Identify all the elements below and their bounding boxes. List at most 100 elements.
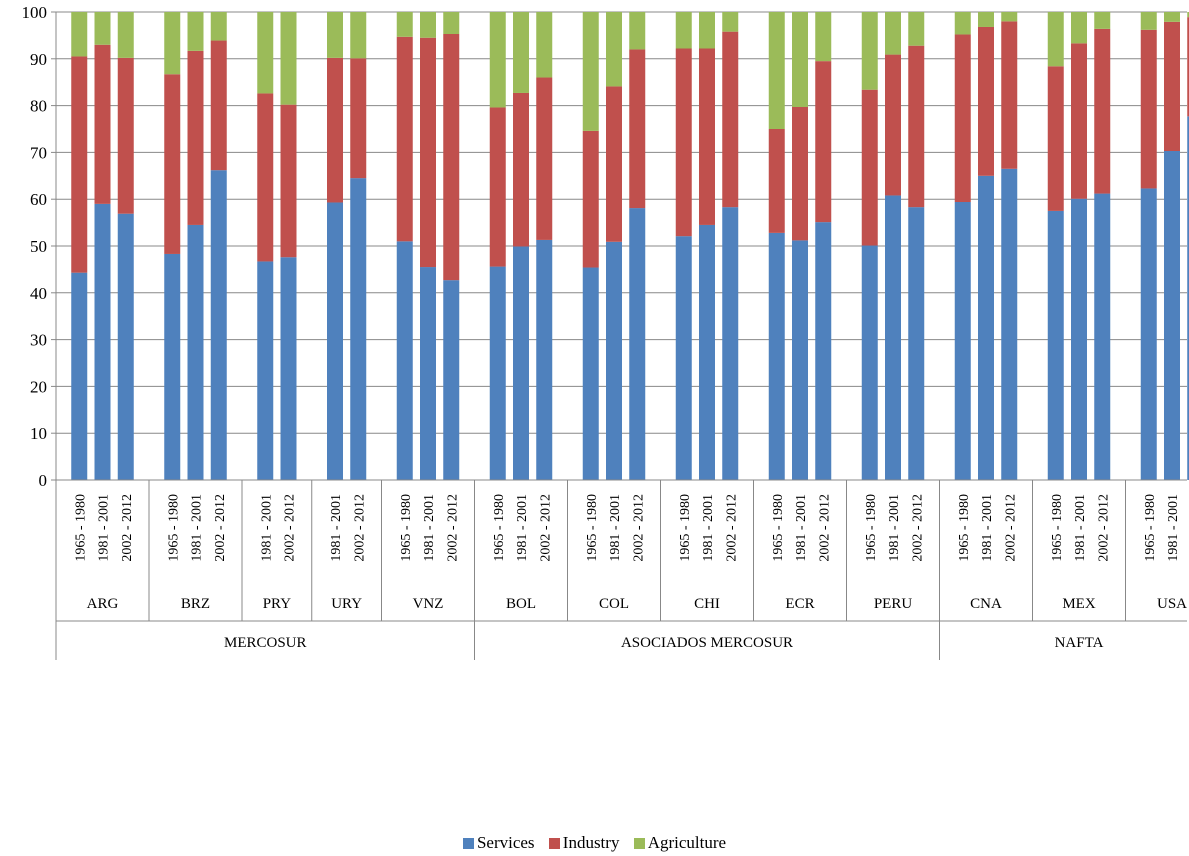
bar-pry-1981-2001-services [257,261,274,480]
bar-usa-1981-2001-agriculture [1164,12,1180,22]
bar-bol-1981-2001-agriculture [513,12,529,93]
country-label-chi: CHI [694,596,720,612]
bar-col-1965-1980-industry [582,130,599,268]
x-tick-label-pry-1981-2001: 1981 - 2001 [259,494,274,562]
bar-mex-1981-2001-agriculture [1071,12,1087,44]
y-tick-label-20: 20 [30,377,47,396]
country-label-bol: BOL [506,596,536,612]
bar-ecr-1965-1980-services [768,232,785,480]
bar-col-1965-1980-agriculture [582,12,599,131]
bar-col-2002-2012-services [629,208,646,481]
bar-chi-1965-1980-industry [675,48,692,237]
bar-vnz-1965-1980-services [396,241,413,480]
x-tick-label-chi-1981-2001: 1981 - 2001 [701,494,716,562]
bar-arg-2002-2012-agriculture [117,12,134,58]
bar-bol-1965-1980-industry [489,107,506,267]
bar-cna-2002-2012-services [1001,168,1018,480]
bar-pry-1981-2001-industry [257,93,274,262]
bar-cna-1965-1980-agriculture [954,12,971,35]
bar-peru-2002-2012-industry [908,45,925,208]
bar-ecr-1981-2001-agriculture [792,12,808,108]
bar-brz-2002-2012-services [210,170,227,480]
bar-usa-1965-1980-industry [1140,29,1157,189]
bloc-label-asociados-mercosur: ASOCIADOS MERCOSUR [621,635,793,651]
x-tick-label-vnz-1965-1980: 1965 - 1980 [399,494,414,562]
bar-pry-2002-2012-services [280,257,297,480]
x-tick-label-peru-1981-2001: 1981 - 2001 [887,494,902,562]
bar-cna-2002-2012-industry [1001,21,1018,169]
bar-arg-1965-1980-industry [71,56,88,273]
y-tick-label-90: 90 [30,50,47,69]
bar-ecr-2002-2012-services [815,222,832,480]
bar-ecr-2002-2012-agriculture [815,12,832,62]
bar-col-2002-2012-agriculture [629,12,646,50]
bar-brz-1965-1980-industry [164,74,181,254]
country-label-ecr: ECR [785,596,814,612]
bar-bol-1981-2001-industry [513,92,529,247]
y-tick-label-40: 40 [30,284,47,303]
bar-pry-1981-2001-agriculture [257,12,274,94]
country-label-vnz: VNZ [413,596,444,612]
bar-brz-1981-2001-agriculture [187,12,204,51]
legend-item-industry: Industry [548,833,619,853]
bar-vnz-1981-2001-services [420,267,436,480]
country-label-brz: BRZ [181,596,210,612]
bar-bol-2002-2012-industry [536,77,553,240]
x-tick-label-ury-2002-2012: 2002 - 2012 [352,494,367,562]
x-tick-label-vnz-2002-2012: 2002 - 2012 [445,494,460,562]
bar-vnz-2002-2012-services [443,280,460,480]
x-tick-label-vnz-1981-2001: 1981 - 2001 [422,494,437,562]
bar-peru-1981-2001-agriculture [885,12,901,55]
bar-cna-1981-2001-industry [978,26,994,176]
bar-peru-1965-1980-services [861,245,878,480]
x-axis: 1965 - 1980 1981 - 2001 2002 - 2012 ARG 1965… [55,479,1187,660]
x-tick-label-col-1965-1980: 1965 - 1980 [585,494,600,562]
bar-col-2002-2012-industry [629,49,646,209]
bar-ury-1981-2001-agriculture [327,12,343,58]
country-label-cna: CNA [970,596,1002,612]
x-tick-label-ecr-1965-1980: 1965 - 1980 [771,494,786,562]
bar-peru-2002-2012-services [908,207,925,480]
x-tick-label-brz-1981-2001: 1981 - 2001 [190,494,205,562]
bar-ecr-2002-2012-industry [815,61,832,223]
bar-bol-2002-2012-services [536,239,553,480]
y-tick-label-80: 80 [30,97,47,116]
bar-cna-1981-2001-agriculture [978,12,994,27]
bar-arg-1981-2001-industry [94,44,111,204]
bar-usa-2002-2012-industry [1187,17,1189,117]
bar-usa-1981-2001-industry [1164,21,1180,151]
bar-col-1981-2001-agriculture [606,12,622,87]
bar-mex-1965-1980-industry [1047,66,1064,211]
bar-ecr-1965-1980-agriculture [768,12,785,129]
bar-vnz-2002-2012-agriculture [443,12,460,34]
bar-brz-2002-2012-agriculture [210,12,227,41]
bar-vnz-1965-1980-agriculture [396,12,413,37]
bar-usa-1981-2001-services [1164,150,1180,480]
x-tick-label-bol-2002-2012: 2002 - 2012 [538,494,553,562]
y-tick-label-30: 30 [30,331,47,350]
x-tick-label-arg-2002-2012: 2002 - 2012 [120,494,135,562]
bar-cna-1965-1980-industry [954,34,971,203]
x-tick-label-bol-1981-2001: 1981 - 2001 [515,494,530,562]
bar-ecr-1981-2001-services [792,240,808,480]
y-tick-label-0: 0 [39,471,48,490]
bar-ury-1981-2001-industry [327,57,343,203]
bar-col-1981-2001-services [606,241,622,480]
x-tick-label-brz-1965-1980: 1965 - 1980 [166,494,181,562]
bar-arg-1965-1980-agriculture [71,12,88,57]
bar-arg-1981-2001-agriculture [94,12,111,45]
bar-bol-1965-1980-agriculture [489,12,506,108]
bar-mex-2002-2012-services [1094,193,1111,481]
bar-mex-1981-2001-industry [1071,43,1087,199]
bar-vnz-1981-2001-industry [420,37,436,268]
bar-vnz-1965-1980-industry [396,36,413,242]
bar-chi-1981-2001-agriculture [699,12,715,49]
bar-usa-1965-1980-agriculture [1140,12,1157,30]
x-tick-label-peru-1965-1980: 1965 - 1980 [864,494,879,562]
bar-chi-1981-2001-services [699,224,715,480]
x-tick-label-chi-2002-2012: 2002 - 2012 [724,494,739,562]
x-tick-label-pry-2002-2012: 2002 - 2012 [283,494,298,562]
x-tick-label-ecr-1981-2001: 1981 - 2001 [794,494,809,562]
x-tick-label-arg-1981-2001: 1981 - 2001 [97,494,112,562]
bloc-label-mercosur: MERCOSUR [224,635,307,651]
